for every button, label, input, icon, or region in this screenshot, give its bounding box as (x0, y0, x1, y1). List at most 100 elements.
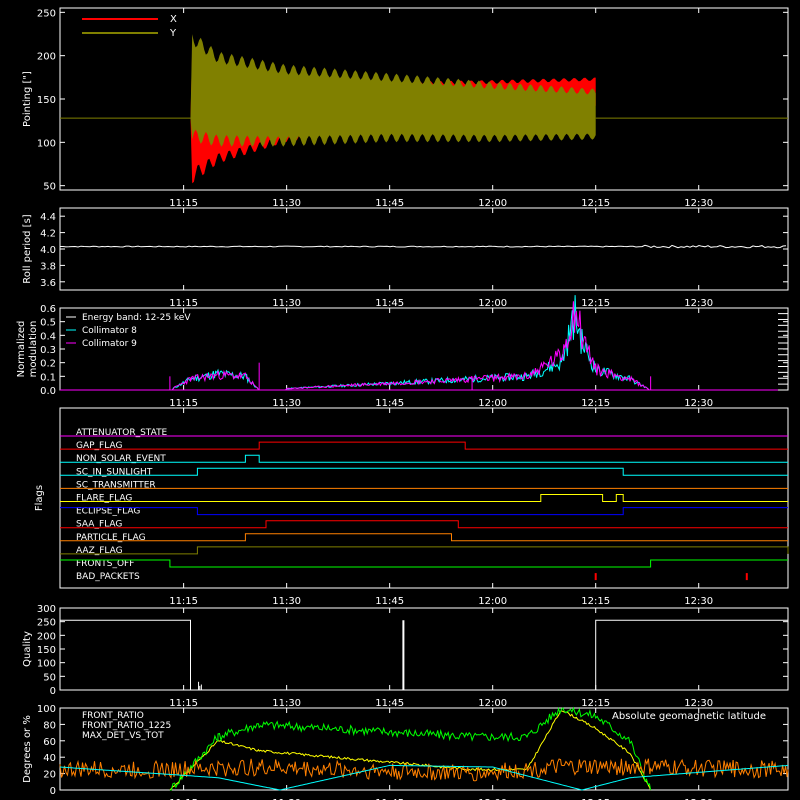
flags-series-2 (60, 454, 788, 463)
quality-ytick-label-1: 250 (37, 618, 56, 629)
ratio-ytick-label-2: 60 (43, 737, 56, 748)
ratio-legend-2: MAX_DET_VS_TOT (82, 731, 164, 741)
roll-xtick-label-2: 11:45 (375, 298, 404, 309)
flags-label-6: ECLIPSE_FLAG (76, 507, 140, 517)
modulation-ytick-label-5: 0.1 (40, 372, 56, 383)
pointing-ytick-label-2: 150 (37, 95, 56, 106)
modulation-ylabel-2: modulation (28, 321, 39, 378)
flags-xtick-label-1: 11:30 (272, 596, 301, 607)
pointing-ylabel: Pointing ["] (22, 71, 33, 127)
flags-label-5: FLARE_FLAG (76, 494, 132, 504)
roll-ytick-label-3: 3.8 (40, 261, 56, 272)
flags-ylabel: Flags (34, 485, 45, 511)
ratio-right-label: Absolute geomagnetic latitude (612, 711, 766, 722)
modulation-ytick-label-0: 0.6 (40, 304, 56, 315)
pointing-ytick-label-0: 250 (37, 8, 56, 19)
quality-ytick-label-0: 300 (37, 604, 56, 615)
ratio-xtick-label-4: 12:15 (581, 798, 610, 800)
flags-label-1: GAP_FLAG (76, 441, 122, 451)
roll-xtick-label-0: 11:15 (169, 298, 198, 309)
roll-ytick-label-0: 4.4 (40, 212, 56, 223)
quality-xtick-label-3: 12:00 (478, 698, 507, 709)
pointing-xtick-label-3: 12:00 (478, 198, 507, 209)
ratio-xtick-label-3: 12:00 (478, 798, 507, 800)
flags-xtick-label-2: 11:45 (375, 596, 404, 607)
roll-xtick-label-3: 12:00 (478, 298, 507, 309)
quality-ytick-label-6: 0 (50, 686, 56, 697)
roll-ylabel: Roll period [s] (22, 214, 33, 283)
modulation-xtick-label-0: 11:15 (169, 398, 198, 409)
quality-xtick-label-0: 11:15 (169, 698, 198, 709)
modulation-ylabel-1: Normalized (16, 321, 27, 378)
quality-ytick-label-2: 200 (37, 631, 56, 642)
flags-label-4: SC_TRANSMITTER (76, 480, 156, 490)
quality-ylabel: Quality (22, 631, 33, 667)
ratio-ytick-label-0: 100 (37, 704, 56, 715)
ratio-ylabel: Degrees or % (22, 715, 33, 783)
ratio-ytick-label-5: 0 (50, 786, 56, 797)
ratio-xtick-label-2: 11:45 (375, 798, 404, 800)
roll-ytick-label-4: 3.6 (40, 278, 56, 289)
modulation-collimator-9 (169, 301, 651, 391)
pointing-xtick-label-1: 11:30 (272, 198, 301, 209)
modulation-ytick-label-1: 0.5 (40, 318, 56, 329)
flags-label-3: SC_IN_SUNLIGHT (76, 467, 153, 477)
flags-label-7: SAA_FLAG (76, 520, 122, 530)
modulation-legend-label-2: Collimator 9 (82, 339, 137, 349)
ratio-ytick-label-1: 80 (43, 720, 56, 731)
flags-label-9: AAZ_FLAG (76, 546, 123, 556)
flags-xtick-label-4: 12:15 (581, 596, 610, 607)
pointing-xtick-label-4: 12:15 (581, 198, 610, 209)
ratio-frame (59, 707, 789, 791)
roll-xtick-label-4: 12:15 (581, 298, 610, 309)
quality-ytick-label-5: 50 (43, 672, 56, 683)
pointing-ytick-label-1: 200 (37, 52, 56, 63)
flags-series-3 (60, 467, 788, 476)
quality-xtick-label-4: 12:15 (581, 698, 610, 709)
ratio-xtick-label-5: 12:30 (684, 798, 713, 800)
ratio-series-1 (169, 706, 652, 791)
roll-ytick-label-2: 4.0 (40, 245, 56, 256)
ratio-ytick-label-4: 20 (43, 770, 56, 781)
modulation-ytick-label-2: 0.4 (40, 331, 56, 342)
pointing-ytick-label-3: 100 (37, 138, 56, 149)
modulation-xtick-label-5: 12:30 (684, 398, 713, 409)
modulation-xtick-label-3: 12:00 (478, 398, 507, 409)
pointing-xtick-label-0: 11:15 (169, 198, 198, 209)
modulation-legend-label-1: Collimator 8 (82, 326, 137, 336)
ratio-legend-0: FRONT_RATIO (82, 711, 144, 721)
pointing-xtick-label-5: 12:30 (684, 198, 713, 209)
flags-series-1 (60, 441, 788, 450)
roll-frame (59, 207, 789, 291)
ratio-legend-1: FRONT_RATIO_1225 (82, 721, 171, 731)
flags-label-11: BAD_PACKETS (76, 572, 140, 582)
ratio-xtick-label-1: 11:30 (272, 798, 301, 800)
pointing-ytick-label-4: 50 (43, 182, 56, 193)
ratio-series-0 (169, 710, 652, 791)
flags-label-8: PARTICLE_FLAG (76, 533, 146, 543)
flags-series-8 (60, 533, 788, 542)
modulation-ytick-label-6: 0.0 (40, 386, 56, 397)
flags-label-10: FRONTS_OFF (76, 559, 134, 569)
modulation-xtick-label-2: 11:45 (375, 398, 404, 409)
ratio-ytick-label-3: 40 (43, 753, 56, 764)
flags-xtick-label-5: 12:30 (684, 596, 713, 607)
flags-frame (59, 407, 789, 589)
quality-ytick-label-3: 150 (37, 645, 56, 656)
ratio-series-3 (59, 764, 788, 791)
flags-label-2: NON_SOLAR_EVENT (76, 454, 166, 464)
flags-series-6 (60, 507, 788, 516)
flags-series-9 (60, 546, 789, 555)
pointing-xtick-label-2: 11:45 (375, 198, 404, 209)
roll-ytick-label-1: 4.2 (40, 229, 56, 240)
flags-xtick-label-0: 11:15 (169, 596, 198, 607)
ratio-xtick-label-0: 11:15 (169, 798, 198, 800)
quality-ytick-label-4: 100 (37, 659, 56, 670)
pointing-legend-x-label: X (170, 14, 177, 25)
roll-series (60, 244, 787, 249)
modulation-xtick-label-4: 12:15 (581, 398, 610, 409)
quality-right-block (595, 619, 788, 690)
quality-xtick-label-1: 11:30 (272, 698, 301, 709)
flags-series-7 (60, 520, 788, 529)
